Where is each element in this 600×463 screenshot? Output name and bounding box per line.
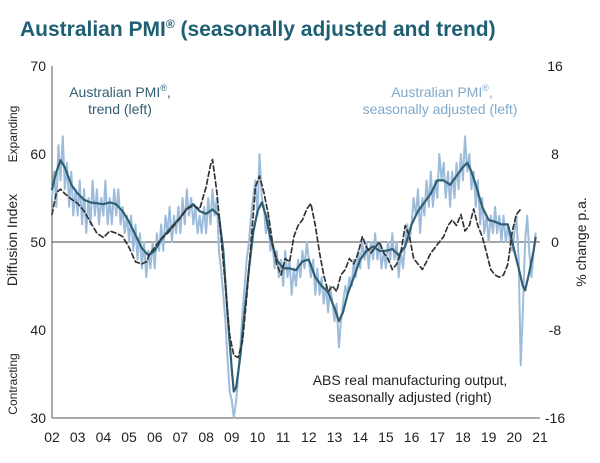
y-left-tick-50: 50 xyxy=(30,234,46,250)
chart-title: Australian PMI® (seasonally adjusted and… xyxy=(20,17,496,41)
x-tick-15: 15 xyxy=(378,429,394,445)
x-tick-20: 20 xyxy=(507,429,523,445)
y-right-tick--16: -16 xyxy=(545,410,565,426)
trend-annotation-line2: trend (left) xyxy=(88,101,152,117)
y-left-tick-60: 60 xyxy=(30,146,46,162)
sa-annotation: Australian PMI®, xyxy=(391,83,493,100)
x-tick-19: 19 xyxy=(481,429,497,445)
x-tick-08: 08 xyxy=(198,429,214,445)
x-tick-14: 14 xyxy=(352,429,368,445)
title-registered-mark: ® xyxy=(166,17,175,31)
x-tick-21: 21 xyxy=(532,429,548,445)
x-tick-11: 11 xyxy=(276,429,291,445)
series-layer xyxy=(50,135,537,419)
x-tick-10: 10 xyxy=(250,429,266,445)
y-left-axis-label: Diffusion Index xyxy=(4,194,20,286)
contracting-label: Contracting xyxy=(6,353,20,414)
x-tick-05: 05 xyxy=(121,429,137,445)
y-right-axis-label: % change p.a. xyxy=(573,197,589,287)
x-tick-16: 16 xyxy=(404,429,420,445)
x-tick-02: 02 xyxy=(44,429,60,445)
y-right-tick-8: 8 xyxy=(551,146,559,162)
x-tick-labels: 02 03 04 05 06 07 08 09 10 11 12 13 14 15 16 17 18 19 20 21 xyxy=(44,429,548,445)
x-tick-17: 17 xyxy=(429,429,445,445)
x-tick-09: 09 xyxy=(224,429,240,445)
x-tick-07: 07 xyxy=(173,429,189,445)
y-right-tick--8: -8 xyxy=(549,322,562,338)
title-rest: (seasonally adjusted and trend) xyxy=(175,18,496,41)
y-left-tick-70: 70 xyxy=(30,58,46,74)
y-left-tick-labels: 30 40 50 60 70 xyxy=(30,58,46,426)
sa-annotation-line2: seasonally adjusted (left) xyxy=(363,101,518,117)
y-right-tick-0: 0 xyxy=(551,234,559,250)
y-left-tick-40: 40 xyxy=(30,322,46,338)
expanding-label: Expanding xyxy=(6,106,20,163)
y-right-tick-16: 16 xyxy=(547,58,563,74)
abs-annotation-line2: seasonally adjusted (right) xyxy=(328,389,491,405)
abs-annotation-line1: ABS real manufacturing output, xyxy=(313,372,508,388)
series-line-sa xyxy=(51,135,537,419)
x-tick-12: 12 xyxy=(301,429,317,445)
x-tick-04: 04 xyxy=(96,429,112,445)
series-line-trend xyxy=(50,159,537,393)
y-right-tick-labels: -16 -8 0 8 16 xyxy=(545,58,565,426)
x-tick-03: 03 xyxy=(70,429,86,445)
x-tick-13: 13 xyxy=(327,429,343,445)
trend-annotation: Australian PMI®, xyxy=(69,83,171,100)
x-tick-18: 18 xyxy=(455,429,471,445)
x-tick-06: 06 xyxy=(147,429,163,445)
y-left-tick-30: 30 xyxy=(30,410,46,426)
series-line-abs xyxy=(51,158,522,359)
